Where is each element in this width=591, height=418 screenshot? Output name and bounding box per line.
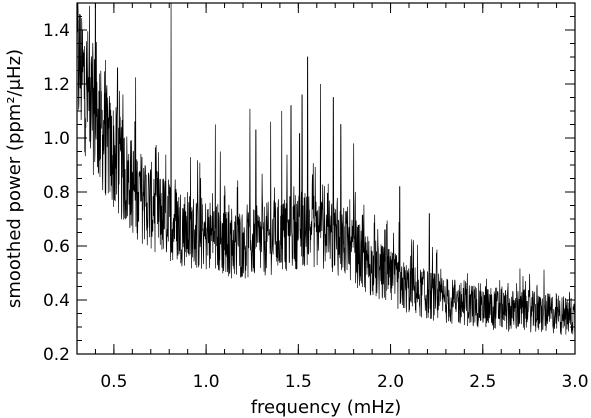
y-tick-label: 0.4 — [43, 291, 70, 311]
x-tick-label: 0.5 — [100, 372, 127, 392]
y-axis: 0.2 0.4 0.6 0.8 1.0 1.2 1.4 — [43, 2, 575, 365]
x-tick-label: 2.5 — [469, 372, 496, 392]
y-tick-label: 0.6 — [43, 237, 70, 257]
y-tick-label: 1.0 — [43, 129, 70, 149]
x-tick-label: 2.0 — [377, 372, 404, 392]
x-axis: 0.5 1.0 1.5 2.0 2.5 3.0 — [76, 3, 589, 392]
y-tick-label: 1.2 — [43, 75, 70, 95]
y-tick-label: 0.2 — [43, 345, 70, 365]
spectrum-line — [77, 3, 575, 335]
x-axis-label: frequency (mHz) — [251, 397, 402, 418]
y-tick-label: 1.4 — [43, 21, 70, 41]
x-tick-label: 3.0 — [561, 372, 588, 392]
x-tick-label: 1.0 — [193, 372, 220, 392]
y-axis-label: smoothed power (ppm²/μHz) — [4, 49, 25, 308]
y-tick-label: 0.8 — [43, 183, 70, 203]
x-tick-label: 1.5 — [285, 372, 312, 392]
data-layer — [77, 3, 575, 335]
